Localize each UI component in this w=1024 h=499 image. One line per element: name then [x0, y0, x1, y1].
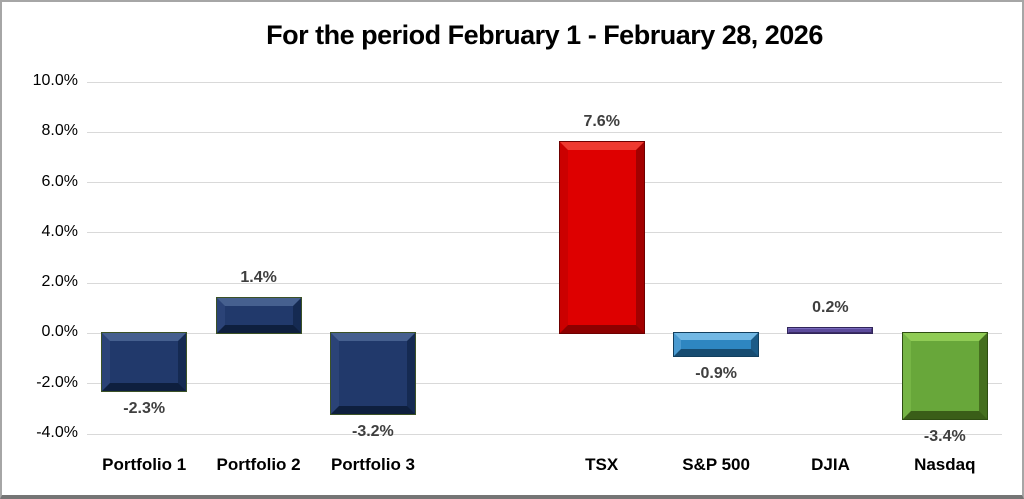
bar-value-label: -0.9% — [695, 365, 737, 383]
y-axis-tick-label: 6.0% — [41, 172, 78, 190]
gridline — [87, 383, 1002, 385]
category-label: Portfolio 3 — [330, 455, 416, 474]
y-axis-tick-label: 8.0% — [41, 122, 78, 140]
bar — [101, 332, 188, 393]
bar — [787, 327, 874, 335]
category-label: TSX — [585, 455, 619, 474]
gridline — [87, 232, 1002, 234]
bar — [901, 332, 988, 420]
bar-value-label: -3.2% — [351, 422, 394, 440]
category-label: S&P 500 — [682, 455, 750, 474]
y-axis-tick-label: 0.0% — [41, 323, 78, 341]
gridline — [87, 433, 1002, 435]
gridline — [87, 182, 1002, 184]
y-axis-tick-label: 10.0% — [32, 72, 78, 89]
gridline — [87, 81, 1002, 83]
y-axis-tick-label: 2.0% — [41, 273, 78, 291]
category-label: Portfolio 2 — [216, 455, 301, 474]
y-axis-tick-label: -2.0% — [36, 373, 78, 391]
category-label: DJIA — [811, 455, 850, 474]
chart-title: For the period February 1 - February 28,… — [266, 20, 823, 50]
bar-value-label: 7.6% — [583, 113, 620, 131]
bar-value-label: 0.2% — [812, 299, 849, 317]
category-label: Portfolio 1 — [102, 455, 187, 474]
category-label: Nasdaq — [914, 455, 976, 474]
bar-value-label: 1.4% — [240, 269, 277, 287]
bar — [673, 332, 760, 357]
gridline — [87, 282, 1002, 284]
bar — [558, 141, 645, 335]
gridline — [87, 131, 1002, 133]
bar-value-label: -2.3% — [123, 400, 166, 418]
bar-value-label: -3.4% — [923, 427, 966, 445]
gridline — [87, 332, 1002, 334]
y-axis-tick-label: -4.0% — [36, 424, 78, 441]
y-axis-tick-label: 4.0% — [41, 222, 78, 240]
bar — [215, 297, 302, 335]
bar — [329, 332, 416, 415]
